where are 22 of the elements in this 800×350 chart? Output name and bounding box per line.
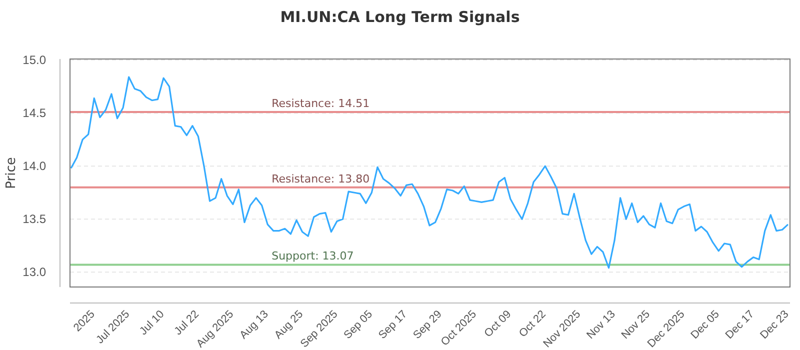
ref-line-label: Resistance: 13.80 [272, 172, 370, 186]
x-tick-label: Jul 10 [138, 308, 167, 338]
x-tick-label: Sep 05 [342, 308, 375, 342]
x-tick-label: Sep 17 [376, 308, 410, 342]
x-tick-label: Jul 22 [172, 308, 202, 338]
line-series [70, 76, 789, 269]
y-tick-label: 14.5 [22, 106, 46, 120]
ref-line-label: Resistance: 14.51 [272, 97, 370, 110]
y-tick-label: 13.5 [22, 212, 46, 226]
x-tick-label: Oct 09 [482, 308, 514, 340]
x-tick-label: Dec 23 [758, 308, 792, 342]
x-tick-label: Aug 13 [238, 308, 271, 342]
y-tick-label: 14.0 [22, 158, 46, 173]
y-tick-label: 13.0 [22, 264, 46, 279]
x-tick-label: Dec 05 [688, 308, 722, 342]
x-tick-label: Dec 17 [723, 308, 757, 342]
y-tick-label: 15.0 [22, 52, 46, 67]
x-tick-label: Nov 13 [584, 308, 618, 342]
y-axis-title: Price [4, 157, 19, 189]
ref-line-label: Support: 13.07 [272, 250, 354, 263]
chart-title: MI.UN:CA Long Term Signals [280, 8, 520, 26]
x-tick-label: Oct 22 [516, 308, 548, 340]
